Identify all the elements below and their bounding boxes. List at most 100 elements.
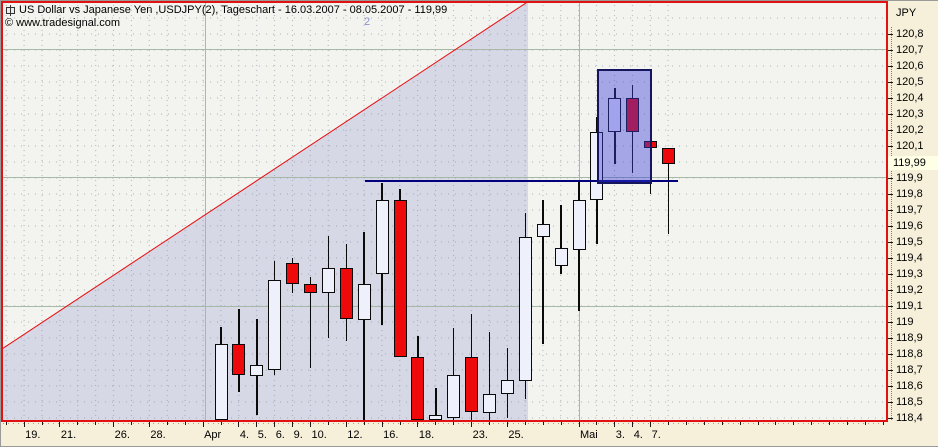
time-tick — [614, 422, 616, 427]
candle-body — [286, 262, 300, 284]
time-tick — [95, 422, 97, 425]
candle-body — [572, 200, 586, 250]
time-tick — [685, 422, 687, 425]
price-tick — [888, 113, 893, 115]
price-tick — [888, 81, 893, 83]
candle-body — [250, 365, 264, 377]
candle-wick — [542, 200, 544, 345]
price-tick — [888, 177, 893, 179]
candle-body — [483, 394, 496, 414]
pin-icon[interactable] — [6, 5, 16, 16]
candle-body — [500, 379, 514, 394]
candle-body — [304, 283, 317, 294]
time-tick — [668, 422, 669, 425]
price-tick-label: 118,8 — [896, 348, 923, 360]
candles-layer — [1, 1, 888, 422]
candle-body — [554, 248, 568, 266]
price-tick-label: 120,4 — [896, 92, 924, 104]
time-tick-label: 26. — [114, 429, 130, 441]
price-tick-label: 119,9 — [896, 172, 923, 184]
price-tick-label: 119,3 — [896, 268, 923, 280]
plot-border-right — [886, 1, 888, 422]
time-tick-label: 25. — [508, 429, 524, 441]
price-tick-label: 120,1 — [896, 140, 924, 152]
currency-label: JPY — [896, 7, 917, 19]
price-tick — [888, 33, 893, 35]
time-tick — [757, 422, 759, 425]
time-tick — [864, 422, 866, 425]
time-axis-dotted-line — [3, 423, 886, 424]
time-tick — [489, 422, 490, 425]
time-tick-label: 7. — [651, 429, 661, 441]
gridline-horizontal — [3, 306, 886, 307]
candle-body — [429, 414, 443, 420]
time-tick — [327, 422, 329, 425]
price-tick — [888, 145, 893, 147]
time-tick — [41, 422, 43, 425]
chart-title: US Dollar vs Japanese Yen ,USDJPY(2), Ta… — [19, 4, 448, 16]
candle-body — [393, 200, 407, 358]
candle-body — [662, 147, 675, 164]
time-axis[interactable]: 19. 21. 26. 28. Apr 4. 5. 6. 9. 10. 12. 16. 18. 23. 25… — [1, 422, 888, 446]
time-tick — [202, 422, 204, 427]
time-tick-label: 9. — [293, 429, 303, 441]
time-tick — [274, 422, 276, 427]
time-tick — [292, 422, 294, 427]
time-tick — [77, 422, 79, 425]
plot-area[interactable]: 2 US Dollar vs Japanese Yen ,USDJPY(2), … — [1, 1, 888, 422]
candle-body — [411, 357, 425, 420]
time-tick-label: 16. — [383, 429, 399, 441]
time-tick — [399, 422, 401, 425]
time-tick-label: 4. — [239, 429, 250, 441]
price-tick-label: 120,8 — [896, 28, 924, 40]
time-tick-label: 18. — [418, 429, 435, 441]
time-tick — [417, 422, 419, 427]
price-tick-label: 120,7 — [896, 44, 924, 56]
time-tick — [220, 422, 222, 425]
time-tick — [148, 422, 150, 427]
price-tick — [888, 385, 893, 387]
plot-border-bottom — [1, 420, 888, 422]
price-tick — [888, 65, 893, 67]
time-tick-label: Apr — [204, 429, 222, 441]
price-tick — [888, 401, 893, 403]
time-tick — [775, 422, 777, 425]
pattern-highlight-box[interactable] — [596, 69, 653, 185]
time-tick — [721, 422, 723, 425]
price-tick-label: 118,9 — [896, 332, 923, 344]
time-tick — [847, 422, 848, 425]
time-tick — [632, 422, 634, 427]
current-price-highlight: 119,99 — [888, 156, 938, 170]
time-tick — [381, 422, 383, 427]
time-tick-label: 12. — [347, 429, 363, 441]
price-tick-label: 120,6 — [896, 60, 924, 72]
price-tick-label: 119,7 — [896, 204, 923, 216]
time-tick — [166, 422, 168, 425]
time-tick — [650, 422, 652, 427]
price-tick — [888, 129, 893, 131]
candle-wick — [363, 232, 365, 420]
price-tick — [888, 417, 893, 419]
time-tick — [524, 422, 526, 425]
candle-body — [268, 280, 282, 370]
price-tick — [888, 289, 893, 291]
price-tick-label: 118,4 — [896, 412, 923, 424]
time-tick — [453, 422, 455, 425]
time-tick — [471, 422, 473, 427]
candle-body — [357, 283, 371, 321]
time-tick — [345, 422, 347, 427]
candle-body — [518, 237, 532, 382]
price-tick-label: 119,2 — [896, 284, 923, 296]
gridline-horizontal — [3, 49, 886, 50]
price-axis[interactable]: JPY 120,8 120,7 120,6 120,5 120,4 120,3 120,2 1… — [888, 1, 938, 446]
price-tick — [888, 337, 893, 339]
time-tick — [59, 422, 61, 427]
price-tick — [888, 97, 893, 99]
gridline-vertical — [205, 3, 206, 420]
current-price-label: 119,99 — [893, 157, 926, 169]
time-tick-label: 10. — [311, 429, 327, 441]
price-tick-label: 118,6 — [896, 380, 923, 392]
plot-border-left — [1, 1, 3, 422]
trendline-count-label: 2 — [364, 16, 371, 28]
